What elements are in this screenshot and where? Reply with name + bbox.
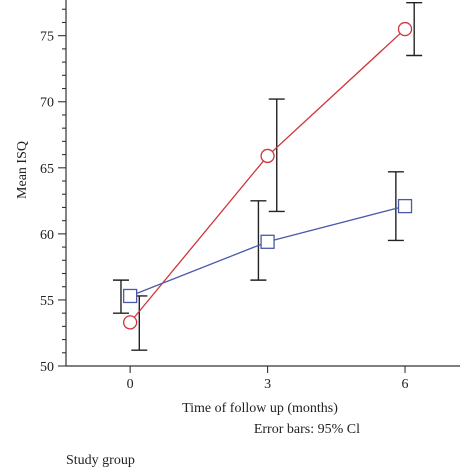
- y-tick-label: 75: [40, 30, 54, 45]
- x-tick-labels: 0 3 6: [127, 377, 409, 392]
- series-layer: [112, 1, 423, 351]
- y-tick-labels: 50 55 60 65 70 75: [40, 30, 54, 375]
- error-bar-note: Error bars: 95% Cl: [254, 422, 360, 437]
- x-tick-label: 6: [402, 377, 409, 392]
- legend-title: Study group: [66, 453, 135, 468]
- y-tick-label: 65: [40, 162, 54, 177]
- x-axis-label: Time of follow up (months): [182, 401, 338, 416]
- data-point-circle: [122, 315, 138, 330]
- y-minor-ticks: [62, 8, 66, 354]
- series-line: [129, 205, 406, 297]
- data-point-square: [397, 198, 413, 214]
- y-axis-label: Mean ISQ: [15, 141, 30, 199]
- y-major-ticks: [58, 35, 66, 367]
- x-tick-label: 0: [127, 377, 134, 392]
- series-line: [129, 28, 406, 323]
- data-point-circle: [397, 21, 413, 37]
- data-point-circle: [260, 148, 275, 164]
- y-tick-label: 70: [40, 96, 54, 111]
- y-tick-label: 55: [40, 294, 54, 309]
- series-2: [112, 171, 413, 314]
- series-1: [122, 1, 423, 351]
- x-tick-label: 3: [264, 377, 271, 392]
- y-tick-label: 50: [40, 360, 54, 375]
- x-ticks: [129, 366, 406, 373]
- data-point-square: [122, 288, 138, 304]
- data-point-square: [260, 234, 275, 249]
- y-tick-label: 60: [40, 228, 54, 243]
